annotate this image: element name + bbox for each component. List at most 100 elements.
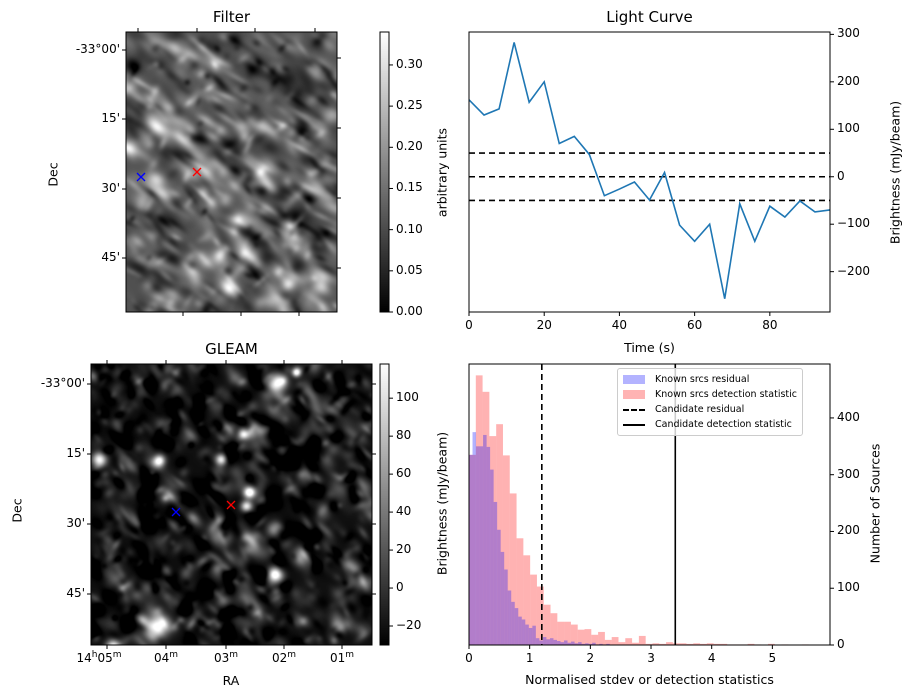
hist-ytick-label: 100 <box>837 580 860 595</box>
hist-bar <box>638 635 646 645</box>
hist-bar <box>542 637 547 645</box>
hist-xtick-label: 4 <box>707 651 716 665</box>
hist-bar <box>504 569 508 645</box>
hist-bar <box>747 643 755 645</box>
gleam-xtick-label: 03m <box>213 650 239 665</box>
hist-bar <box>585 643 589 645</box>
hist-bar <box>483 434 487 645</box>
hist-bar <box>479 446 484 645</box>
hist-bar <box>500 551 505 645</box>
gleam-xtick-label: 02m <box>271 650 297 665</box>
filter-ytick-label: 45' <box>101 250 120 264</box>
hist-bar <box>632 642 639 645</box>
hist-bar <box>509 493 517 645</box>
gleam-ytick-label: 45' <box>66 586 85 600</box>
hist-bar <box>625 638 633 645</box>
hist-bar <box>511 601 515 645</box>
filter-colorbar-tick-label: 0.20 <box>396 139 423 154</box>
hist-bar <box>489 436 497 645</box>
filter-ytick-label: 15' <box>101 111 120 125</box>
legend-item: Candidate detection statistic <box>623 417 797 432</box>
legend-swatch-residual <box>623 375 645 384</box>
filter-colorbar-tick-label: 0.00 <box>396 304 423 318</box>
hist-bar <box>532 625 536 645</box>
hist-bar <box>611 637 619 645</box>
legend-swatch-detection <box>623 390 645 399</box>
hist-bar <box>482 391 490 645</box>
gleam-xtick-label: 14h05m <box>76 650 122 665</box>
filter-colorbar <box>380 32 389 312</box>
hist-bar <box>571 641 575 645</box>
hist-bar <box>496 424 503 645</box>
hist-bar <box>486 446 491 645</box>
hist-bar <box>502 455 510 645</box>
gleam-colorbar-tick-label: 0 <box>396 580 404 595</box>
gleam-colorbar-tick-label: 80 <box>396 428 412 443</box>
gleam-xtick-label: 04m <box>153 650 179 665</box>
hist-bar <box>518 616 522 645</box>
hist-bar <box>574 643 579 645</box>
lc-xtick-label: 80 <box>762 318 778 332</box>
hist-bar <box>659 643 667 645</box>
hist-bar <box>493 501 498 645</box>
hist-ytick-label: 200 <box>837 523 860 538</box>
hist-bar <box>525 624 529 645</box>
hist-bar <box>578 642 582 645</box>
hist-bar <box>556 641 561 645</box>
hist-bar <box>514 608 519 645</box>
lc-ytick-label: 200 <box>837 73 860 88</box>
legend-item: Known srcs residual <box>623 372 797 387</box>
hist-bar <box>469 454 476 645</box>
gleam-colorbar-tick-label: −20 <box>396 618 422 632</box>
hist-bar <box>516 538 524 645</box>
gleam-xtick-label: 01m <box>329 650 355 665</box>
hist-bar <box>497 529 501 645</box>
hist-bar <box>598 631 605 645</box>
hist-bar <box>549 638 554 645</box>
hist-bar <box>666 642 673 645</box>
legend-item: Candidate residual <box>623 402 797 417</box>
lightcurve-title: Light Curve <box>606 8 693 26</box>
lc-xtick-label: 20 <box>536 318 552 332</box>
hist-bar <box>560 642 565 645</box>
hist-bar <box>652 643 660 645</box>
hist-bar <box>713 643 721 645</box>
lc-xtick-label: 0 <box>465 318 473 332</box>
hist-bar <box>693 643 701 645</box>
hist-bar <box>588 643 593 645</box>
histogram-ylabel: Number of Sources <box>867 443 883 564</box>
hist-bar <box>584 629 592 645</box>
hist-bar <box>528 627 533 645</box>
gleam-colorbar <box>380 364 389 645</box>
hist-bar <box>530 574 537 645</box>
gleam-ytick-label: -33°00' <box>40 376 85 390</box>
hist-bar <box>546 639 550 645</box>
filter-colorbar-tick-label: 0.15 <box>396 180 423 195</box>
lc-ytick-label: 300 <box>837 26 860 41</box>
hist-bar <box>767 643 775 645</box>
hist-bar <box>539 640 543 645</box>
hist-bar <box>469 454 473 645</box>
filter-ytick-label: -33°00' <box>75 42 120 56</box>
hist-ytick-label: 400 <box>837 409 860 424</box>
hist-bar <box>672 643 680 645</box>
hist-bar <box>557 621 565 645</box>
hist-bar <box>472 432 477 645</box>
lightcurve-frame <box>468 31 831 313</box>
hist-xtick-label: 0 <box>465 651 473 665</box>
hist-bar <box>645 643 653 645</box>
lc-ytick-label: −200 <box>837 263 870 278</box>
hist-bar <box>536 586 544 645</box>
gleam-ytick-label: 15' <box>66 446 85 460</box>
gleam-colorbar-ticks <box>379 363 393 646</box>
lc-ytick-label: 100 <box>837 121 860 136</box>
hist-bar <box>553 639 557 645</box>
gleam-ytick-label: 30' <box>66 516 85 530</box>
filter-colorbar-tick-label: 0.25 <box>396 98 423 113</box>
legend-dashed-line <box>623 408 645 411</box>
lc-ytick-label: 0 <box>837 168 845 183</box>
hist-bar <box>592 642 596 645</box>
hist-bar <box>577 629 585 645</box>
hist-bar <box>564 640 568 645</box>
